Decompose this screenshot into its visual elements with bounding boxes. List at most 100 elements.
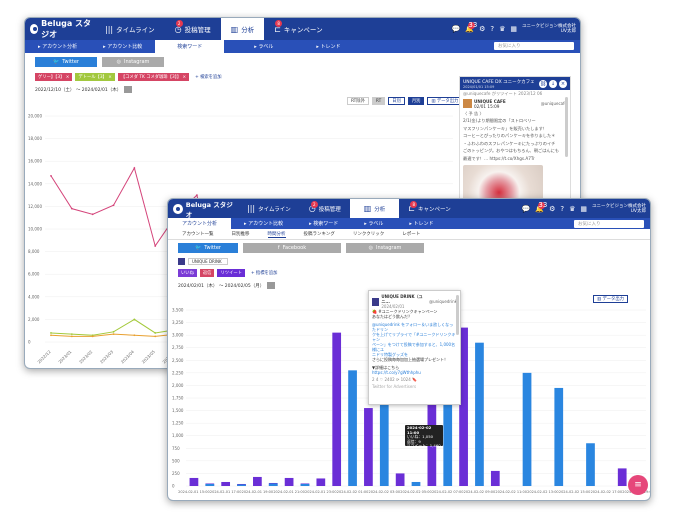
front-nav-analytics[interactable]: ▥ 分析 xyxy=(349,199,400,218)
twitter-icon: 🐦 xyxy=(53,59,60,65)
tab-report[interactable]: レポート xyxy=(402,232,421,237)
back-instagram-button[interactable]: ◎ Instagram xyxy=(102,57,164,67)
monthly-button[interactable]: 月別 xyxy=(407,97,425,105)
front-nav-posts[interactable]: ◷ 2 投稿管理 xyxy=(308,201,341,213)
beluga-logo-icon xyxy=(30,24,39,34)
y-tick-label: 250 xyxy=(172,471,180,476)
popup-stats: 2 4 ♡ 2402 ⟳ 1024 🔖 xyxy=(372,377,417,382)
x-tick-label: 2024-02-01 23:00 xyxy=(305,490,337,494)
chat-icon[interactable]: 💬 xyxy=(451,25,461,33)
x-tick-label: 2024-02-02 03:00 xyxy=(369,490,401,494)
front-header-icons: 💬 🔔 33 ⚙ ? ♛ ▦ ユニークビジョン株式会社 UV太郎 xyxy=(522,199,646,218)
keyword-chip[interactable]: ゲリー】【3】 × xyxy=(35,73,73,81)
data-point xyxy=(50,334,52,337)
front-org[interactable]: ユニークビジョン株式会社 UV太郎 xyxy=(592,203,646,214)
metric-chip-replies[interactable]: 返信 xyxy=(199,269,215,277)
bar xyxy=(300,483,310,486)
metric-chip-retweets[interactable]: リツイート xyxy=(217,269,245,277)
front-subtab-account[interactable]: アカウント分析 xyxy=(168,218,232,229)
x-tick-label: 2024-02-01 19:00 xyxy=(242,490,274,494)
back-subtab-search[interactable]: 検索ワード xyxy=(155,40,225,53)
megaphone-icon: ⊏ xyxy=(274,24,281,34)
back-favorites-search[interactable]: お気に入り xyxy=(494,42,574,50)
back-twitter-button[interactable]: 🐦 Twitter xyxy=(35,57,97,67)
x-tick-label: 2024-02-02 01:00 xyxy=(337,490,369,494)
front-subtab-search[interactable]: ▸ 検索ワード xyxy=(309,220,339,228)
link-icon[interactable]: ⛓ xyxy=(539,79,547,88)
back-nav-analytics[interactable]: ▥ 分析 xyxy=(220,18,265,40)
tab-daily[interactable]: 日別推移 xyxy=(231,232,250,237)
back-platform-row: 🐦 Twitter ◎ Instagram xyxy=(25,53,580,71)
notification-icon[interactable]: 🔔 33 xyxy=(465,21,478,34)
tab-account-list[interactable]: アカウント一覧 xyxy=(182,232,214,237)
y-tick-label: 20,000 xyxy=(28,114,42,119)
add-search-button[interactable]: + 検索を追加 xyxy=(195,75,222,80)
bar-tooltip: 2024-02-02 11:00 いいね：1,050 返信：9 リツイート：1,… xyxy=(405,425,443,448)
export-button[interactable]: ▥ データ出力 xyxy=(427,97,463,105)
front-facebook-button[interactable]: f Facebook xyxy=(243,243,341,253)
notification-icon[interactable]: 🔔 33 xyxy=(535,200,548,213)
chart-icon: ▥ xyxy=(363,204,372,213)
data-point xyxy=(70,333,73,335)
back-nav-posts[interactable]: ◷ 2 投稿管理 xyxy=(174,20,211,34)
x-tick-label: 2024-02-02 15:00 xyxy=(559,490,591,494)
front-export-button[interactable]: ▥ データ出力 xyxy=(593,295,628,303)
help-icon[interactable]: ? xyxy=(490,25,495,33)
rt-exclude-label: RT除外 xyxy=(347,97,369,105)
back-subtab-label[interactable]: ▸ ラベル xyxy=(254,43,274,51)
front-nav-campaign[interactable]: ⊏ 8 キャンペーン xyxy=(408,201,451,213)
close-icon[interactable]: × xyxy=(559,79,567,88)
popup-scrollbar[interactable] xyxy=(456,295,459,335)
y-tick-label: 2,000 xyxy=(28,317,40,322)
bars-icon: ||| xyxy=(105,24,114,34)
y-tick-label: 2,500 xyxy=(172,358,184,363)
front-subtab-trend[interactable]: ▸ トレンド xyxy=(409,220,434,228)
front-date-range[interactable]: 2024/02/01（木） ～ 2024/02/05（月） xyxy=(178,283,265,289)
front-subtab-compare[interactable]: ▸ アカウント比較 xyxy=(244,220,284,228)
rt-toggle[interactable]: RT xyxy=(371,97,386,105)
add-metric-button[interactable]: + 指標を追加 xyxy=(250,271,278,276)
y-tick-label: 1,250 xyxy=(172,421,184,426)
back-date-row: 2022/12/10（土） ～ 2024/02/01（木） xyxy=(25,83,580,96)
front-twitter-button[interactable]: 🐦 Twitter xyxy=(178,243,238,253)
back-subtab-trend[interactable]: ▸ トレンド xyxy=(316,43,341,51)
back-org[interactable]: ユニークビジョン株式会社 UV太郎 xyxy=(522,24,576,34)
calendar-icon[interactable] xyxy=(267,282,276,289)
metric-chip-likes[interactable]: いいね xyxy=(178,269,197,277)
front-instagram-button[interactable]: ◎ Instagram xyxy=(346,243,424,253)
floating-action-button[interactable]: ≡ xyxy=(628,475,648,495)
tab-time-analysis[interactable]: 時間分析 xyxy=(267,231,286,238)
tab-link-click[interactable]: リンククリック xyxy=(352,232,385,237)
chat-icon[interactable]: 💬 xyxy=(521,204,531,213)
keyword-chip[interactable]: デトール【3】 × xyxy=(75,73,115,81)
front-subtab-label[interactable]: ▸ ラベル xyxy=(364,220,384,228)
daily-button[interactable]: 日別 xyxy=(388,97,405,105)
download-icon[interactable]: ↓ xyxy=(549,79,557,88)
data-point xyxy=(133,318,136,321)
back-logo[interactable]: Beluga スタジオ xyxy=(25,18,95,40)
crown-icon[interactable]: ♛ xyxy=(569,204,576,213)
tab-ranking[interactable]: 投稿ランキング xyxy=(303,232,335,237)
data-point xyxy=(133,167,136,169)
gear-icon[interactable]: ⚙ xyxy=(479,25,486,33)
avatar xyxy=(463,99,472,108)
calendar-icon[interactable] xyxy=(124,86,133,93)
front-favorites-search[interactable]: お気に入り xyxy=(574,220,644,228)
back-nav-timeline[interactable]: ||| タイムライン xyxy=(105,24,155,35)
grid-icon[interactable]: ▦ xyxy=(580,204,587,213)
side-panel-scrollbar[interactable] xyxy=(565,97,568,157)
account-selector[interactable]: UNIQUE DRINK xyxy=(188,258,228,265)
front-logo[interactable]: Beluga スタジオ xyxy=(168,199,238,219)
back-date-range[interactable]: 2022/12/10（土） ～ 2024/02/01（木） xyxy=(35,87,122,93)
grid-icon[interactable]: ▦ xyxy=(510,25,517,33)
gear-icon[interactable]: ⚙ xyxy=(549,204,556,213)
help-icon[interactable]: ? xyxy=(560,204,565,213)
keyword-chip[interactable]: 【コメダ TK コメダ珈琲【3】】 × xyxy=(117,73,190,81)
back-nav-campaign[interactable]: ⊏ 8 キャンペーン xyxy=(274,20,323,34)
crown-icon[interactable]: ♛ xyxy=(499,25,506,33)
back-chips: ゲリー】【3】 × デトール【3】 × 【コメダ TK コメダ珈琲【3】】 × … xyxy=(25,71,580,83)
back-subtab-compare[interactable]: ▸ アカウント比較 xyxy=(103,43,143,51)
back-subtab-account[interactable]: ▸ アカウント分析 xyxy=(38,43,78,51)
front-nav-timeline[interactable]: ||| タイムライン xyxy=(247,204,291,213)
bar xyxy=(284,477,294,486)
